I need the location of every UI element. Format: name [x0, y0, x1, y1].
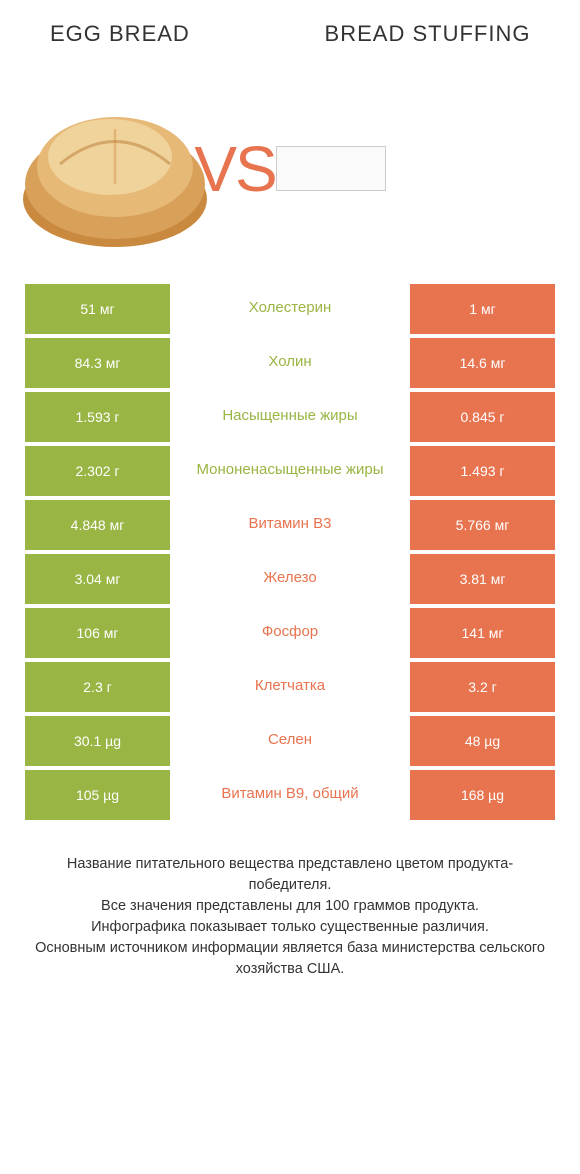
- footer-notes: Название питательного вещества представл…: [0, 824, 580, 980]
- nutrient-label: Железо: [170, 554, 410, 604]
- value-left: 1.593 г: [25, 392, 170, 442]
- footer-line-3: Инфографика показывает только существенн…: [30, 917, 550, 938]
- footer-line-2: Все значения представлены для 100 граммо…: [30, 896, 550, 917]
- hero-section: VS: [0, 59, 580, 279]
- value-right: 5.766 мг: [410, 500, 555, 550]
- value-right: 141 мг: [410, 608, 555, 658]
- table-row: 3.04 мгЖелезо3.81 мг: [25, 554, 555, 604]
- table-row: 4.848 мгВитамин B35.766 мг: [25, 500, 555, 550]
- footer-line-1: Название питательного вещества представл…: [30, 854, 550, 896]
- title-right: BREAD STUFFING: [315, 20, 540, 49]
- table-row: 1.593 гНасыщенные жиры0.845 г: [25, 392, 555, 442]
- nutrient-label: Мононенасыщенные жиры: [170, 446, 410, 496]
- table-row: 105 µgВитамин B9, общий168 µg: [25, 770, 555, 820]
- table-row: 84.3 мгХолин14.6 мг: [25, 338, 555, 388]
- value-left: 4.848 мг: [25, 500, 170, 550]
- nutrient-label: Селен: [170, 716, 410, 766]
- table-row: 2.3 гКлетчатка3.2 г: [25, 662, 555, 712]
- header: EGG BREAD BREAD STUFFING: [0, 0, 580, 59]
- vs-label: VS: [194, 132, 275, 206]
- nutrient-label: Насыщенные жиры: [170, 392, 410, 442]
- nutrient-label: Холин: [170, 338, 410, 388]
- value-right: 48 µg: [410, 716, 555, 766]
- value-right: 14.6 мг: [410, 338, 555, 388]
- nutrient-label: Витамин B3: [170, 500, 410, 550]
- value-left: 3.04 мг: [25, 554, 170, 604]
- value-right: 168 µg: [410, 770, 555, 820]
- table-row: 30.1 µgСелен48 µg: [25, 716, 555, 766]
- footer-line-4: Основным источником информации является …: [30, 938, 550, 980]
- value-right: 3.81 мг: [410, 554, 555, 604]
- value-left: 106 мг: [25, 608, 170, 658]
- value-left: 51 мг: [25, 284, 170, 334]
- value-left: 30.1 µg: [25, 716, 170, 766]
- nutrient-label: Холестерин: [170, 284, 410, 334]
- title-left: EGG BREAD: [40, 20, 265, 49]
- value-left: 105 µg: [25, 770, 170, 820]
- table-row: 2.302 гМононенасыщенные жиры1.493 г: [25, 446, 555, 496]
- table-row: 51 мгХолестерин1 мг: [25, 284, 555, 334]
- comparison-table: 51 мгХолестерин1 мг84.3 мгХолин14.6 мг1.…: [0, 284, 580, 820]
- nutrient-label: Витамин B9, общий: [170, 770, 410, 820]
- value-left: 84.3 мг: [25, 338, 170, 388]
- egg-bread-image: [15, 89, 215, 249]
- bread-stuffing-image-placeholder: [276, 146, 386, 191]
- nutrient-label: Фосфор: [170, 608, 410, 658]
- value-left: 2.3 г: [25, 662, 170, 712]
- value-right: 0.845 г: [410, 392, 555, 442]
- value-right: 3.2 г: [410, 662, 555, 712]
- table-row: 106 мгФосфор141 мг: [25, 608, 555, 658]
- value-left: 2.302 г: [25, 446, 170, 496]
- nutrient-label: Клетчатка: [170, 662, 410, 712]
- value-right: 1.493 г: [410, 446, 555, 496]
- value-right: 1 мг: [410, 284, 555, 334]
